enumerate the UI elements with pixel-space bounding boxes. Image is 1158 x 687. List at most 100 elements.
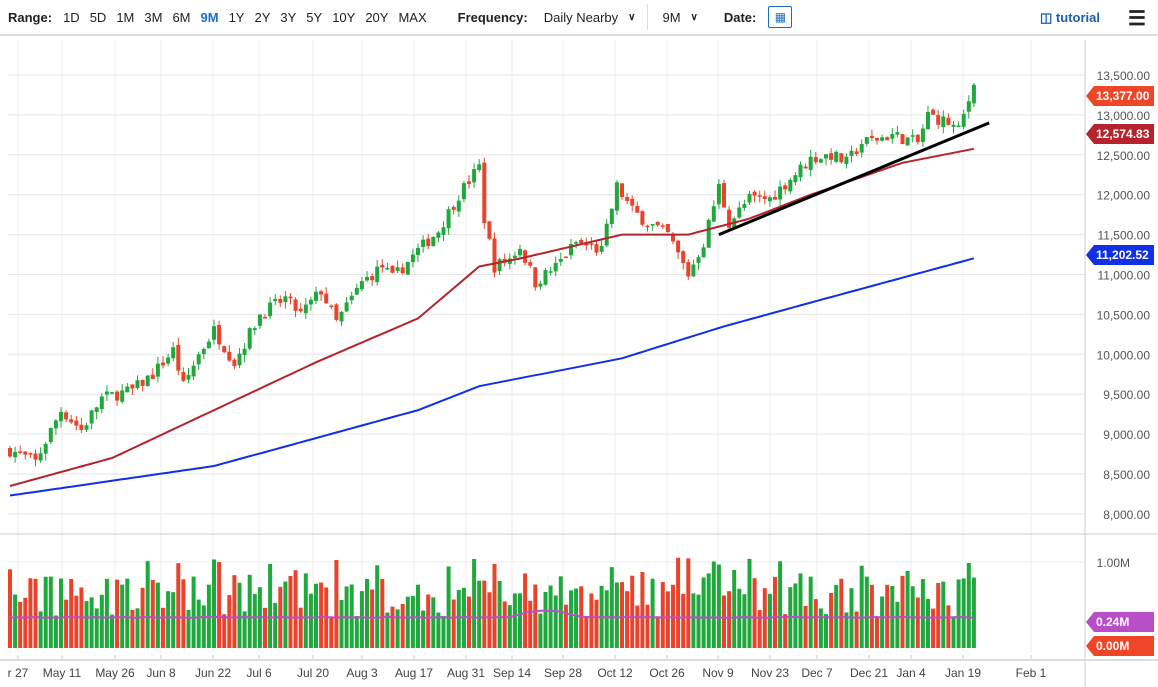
candle [869,129,874,141]
volume-bar [426,594,431,648]
candle [8,445,12,458]
candle-body [257,314,262,326]
candle-body [283,296,288,303]
range-6m[interactable]: 6M [172,9,191,25]
candle-body [895,132,900,135]
candle-body [614,182,619,211]
volume-bar [676,557,681,648]
candle [380,259,385,273]
candle [227,344,232,362]
volume-bar [553,595,558,648]
volume-bar [467,596,471,648]
candle [441,221,446,242]
range-9m[interactable]: 9M [200,9,219,25]
volume-bar [864,576,869,648]
candle [594,240,599,256]
range-max[interactable]: MAX [398,9,427,25]
candle [859,139,864,158]
candle [558,252,563,266]
volume-bar [696,594,701,648]
range-20y[interactable]: 20Y [365,9,389,25]
candle-body [650,224,655,226]
candle [349,291,354,305]
candle-body [140,379,145,386]
candle-body [319,291,324,295]
volume-bar [839,578,844,648]
candle [548,266,553,276]
candle-body [655,221,660,226]
volume-bar [150,579,155,648]
volume-bar [472,558,477,648]
volume-bar [563,604,568,648]
candle-body [767,197,772,202]
ma200-tag: 11,202.52 [1086,245,1154,265]
candle [686,259,691,280]
candle-body [813,157,818,163]
range-1d[interactable]: 1D [63,9,80,25]
range-10y[interactable]: 10Y [332,9,356,25]
candle [650,223,655,231]
candle [456,195,461,217]
candle-body [8,448,12,457]
volume-bar [701,577,706,648]
candle [691,259,696,277]
range-5y[interactable]: 5Y [306,9,323,25]
volume-bar [757,610,762,648]
ma50-tag: 12,574.83 [1086,124,1154,144]
volume-bar [773,576,777,648]
date-label: Date: [723,9,757,25]
candle [155,356,160,383]
candle [885,136,890,141]
candle-body [115,391,120,401]
tutorial-link[interactable]: ◫ tutorial [1040,10,1100,26]
candle-body [752,191,757,196]
candle [23,451,28,460]
candle [467,175,471,189]
period-select[interactable]: 9M ∨ [662,10,697,25]
candle [359,276,364,291]
candle [844,153,849,169]
candle-body [298,308,303,312]
y-tick-label: 12,500.00 [1097,149,1151,163]
ma200-line [9,257,975,497]
volume-bar [110,614,114,648]
candle-body [941,116,946,127]
toolbar: Range: 1D 5D 1M 3M 6M 9M 1Y 2Y 3Y 5Y 10Y 20Y MAX Fre… [0,0,1158,36]
range-1m[interactable]: 1M [116,9,135,25]
range-5d[interactable]: 5D [89,9,107,25]
x-tick-label: Aug 3 [346,666,378,680]
candle-body [186,374,191,380]
volume-bar [752,578,757,648]
volume-bar [880,596,885,648]
candle-body [227,351,232,361]
candle [783,182,788,195]
candle-body [915,134,920,143]
candle [875,137,879,145]
candle [314,286,318,304]
candle-body [69,419,74,423]
range-1y[interactable]: 1Y [228,9,245,25]
volume-bar [8,569,12,648]
range-3y[interactable]: 3Y [280,9,297,25]
menu-icon[interactable]: ☰ [1128,8,1146,30]
volume-bar [263,607,267,648]
volume-bar [895,601,900,648]
volume-bar [421,610,426,648]
volume-bar [824,614,828,648]
candle-body [206,341,211,349]
candle-body [492,238,497,273]
candle-body [844,156,849,164]
candle-body [477,164,482,171]
calendar-icon[interactable]: ▦ [768,6,793,28]
volume-bar [298,607,303,648]
candle-body [405,261,410,275]
candle-body [467,181,471,184]
candle [186,368,191,384]
range-3m[interactable]: 3M [144,9,163,25]
candle-body [191,365,196,377]
frequency-select[interactable]: Frequency: Daily Nearby ∨ [446,10,636,25]
range-2y[interactable]: 2Y [254,9,271,25]
x-tick-label: Aug 17 [395,666,433,680]
candle-body [395,267,400,271]
